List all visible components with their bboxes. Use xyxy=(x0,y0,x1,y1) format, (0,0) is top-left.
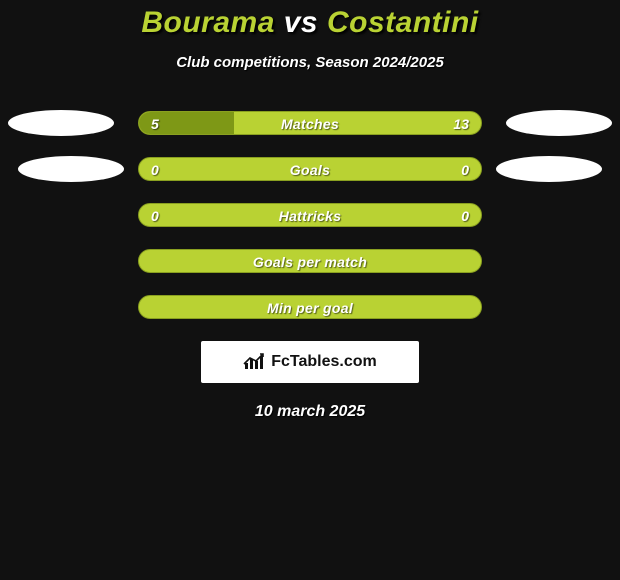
avatar-oval-right xyxy=(506,110,612,136)
branding-badge: FcTables.com xyxy=(201,341,419,383)
avatar-oval-left xyxy=(8,110,114,136)
stat-row-goals: 0 Goals 0 xyxy=(138,157,482,181)
branding-text: FcTables.com xyxy=(271,353,377,371)
stat-value-right: 13 xyxy=(453,112,469,134)
stat-row-gpm: Goals per match xyxy=(138,249,482,273)
avatar-oval-right xyxy=(496,156,602,182)
title-vs: vs xyxy=(284,6,318,39)
stat-label: Goals per match xyxy=(139,250,481,272)
stat-value-right: 0 xyxy=(461,204,469,226)
stat-row-hattricks: 0 Hattricks 0 xyxy=(138,203,482,227)
stat-row-matches: 5 Matches 13 xyxy=(138,111,482,135)
stat-bar: 5 Matches 13 xyxy=(138,111,482,135)
title-player1: Bourama xyxy=(141,6,275,39)
stat-bar: Min per goal xyxy=(138,295,482,319)
subtitle: Club competitions, Season 2024/2025 xyxy=(0,54,620,71)
title-player2: Costantini xyxy=(327,6,479,39)
stat-bar: 0 Goals 0 xyxy=(138,157,482,181)
stat-label: Min per goal xyxy=(139,296,481,318)
page-title: Bourama vs Costantini xyxy=(0,6,620,40)
stat-label: Goals xyxy=(139,158,481,180)
date-label: 10 march 2025 xyxy=(0,403,620,421)
stat-label: Matches xyxy=(139,112,481,134)
avatar-oval-left xyxy=(18,156,124,182)
barchart-icon xyxy=(243,353,265,371)
stat-value-right: 0 xyxy=(461,158,469,180)
stat-bar: 0 Hattricks 0 xyxy=(138,203,482,227)
stat-bar: Goals per match xyxy=(138,249,482,273)
stat-row-mpg: Min per goal xyxy=(138,295,482,319)
stats-container: 5 Matches 13 0 Goals 0 0 Hattricks 0 xyxy=(0,111,620,319)
stat-label: Hattricks xyxy=(139,204,481,226)
